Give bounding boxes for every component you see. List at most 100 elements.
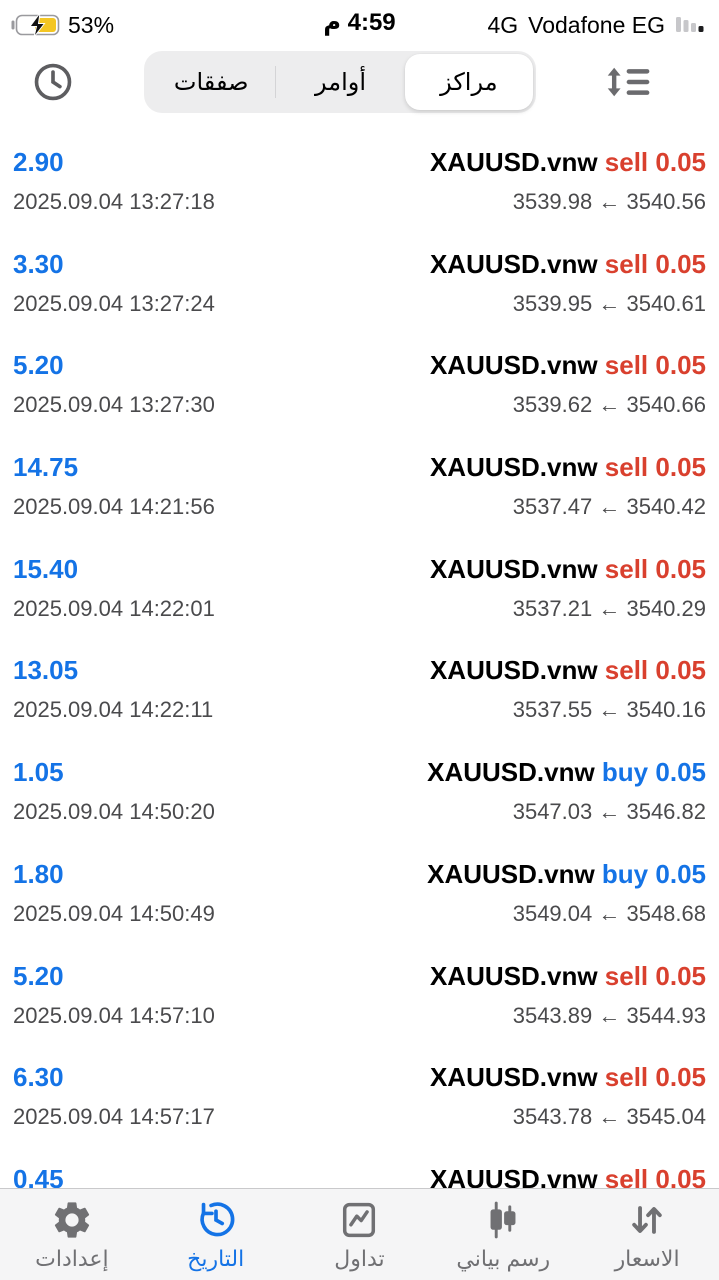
price-range: 3543.89 ← 3544.93 (512, 1002, 706, 1028)
price-range: 3537.55 ← 3540.16 (512, 697, 706, 723)
order-volume: 0.05 (655, 1062, 706, 1093)
history-row[interactable]: 3.30 2025.09.04 13:27:24 XAUUSD.vnw sell… (0, 222, 719, 324)
price-range: 3539.95 ← 3540.61 (512, 290, 706, 316)
clock-icon (30, 59, 76, 105)
close-datetime: 2025.09.04 14:22:11 (13, 697, 214, 723)
symbol-name: XAUUSD.vnw (427, 858, 595, 889)
profit-value: 2.90 (13, 147, 64, 177)
order-volume: 0.05 (655, 452, 706, 483)
price-range: 3549.04 ← 3548.68 (512, 900, 706, 926)
order-volume: 0.05 (655, 553, 706, 584)
order-type: sell (604, 452, 649, 483)
close-datetime: 2025.09.04 14:57:10 (13, 1002, 215, 1028)
symbol-line: XAUUSD.vnw sell 0.05 (430, 447, 706, 487)
order-volume: 0.05 (655, 248, 706, 279)
time-filter-button[interactable] (30, 59, 76, 105)
row-right-column: XAUUSD.vnw buy 0.05 3549.04 ← 3548.68 (427, 854, 706, 934)
nav-settings[interactable]: إعدادات (0, 1189, 144, 1280)
symbol-line: XAUUSD.vnw sell 0.05 (430, 956, 706, 996)
row-left-column: 6.30 2025.09.04 14:57:17 (13, 1057, 215, 1137)
price-range: 3543.78 ← 3545.04 (512, 1104, 706, 1130)
profit-value: 6.30 (13, 1062, 64, 1093)
history-list: 2.90 2025.09.04 13:27:18 XAUUSD.vnw sell… (0, 120, 719, 1239)
row-left-column: 13.05 2025.09.04 14:22:11 (13, 650, 213, 730)
close-datetime: 2025.09.04 14:57:17 (13, 1104, 215, 1130)
symbol-name: XAUUSD.vnw (429, 350, 598, 381)
carrier-group: 4G Vodafone EG (487, 12, 707, 39)
profit-value: 5.20 (13, 350, 64, 381)
history-row[interactable]: 5.20 2025.09.04 13:27:30 XAUUSD.vnw sell… (0, 323, 719, 425)
history-row[interactable]: 13.05 2025.09.04 14:22:11 XAUUSD.vnw sel… (0, 628, 719, 730)
history-row[interactable]: 15.40 2025.09.04 14:22:01 XAUUSD.vnw sel… (0, 527, 719, 629)
row-right-column: XAUUSD.vnw sell 0.05 3539.95 ← 3540.61 (430, 244, 706, 324)
history-row[interactable]: 1.05 2025.09.04 14:50:20 XAUUSD.vnw buy … (0, 730, 719, 832)
row-right-column: XAUUSD.vnw sell 0.05 3539.98 ← 3540.56 (430, 142, 706, 222)
battery-group: 53% (10, 12, 114, 39)
profit-value: 5.20 (13, 960, 64, 991)
profit-value: 15.40 (13, 553, 79, 584)
symbol-name: XAUUSD.vnw (429, 248, 598, 279)
history-row[interactable]: 5.20 2025.09.04 14:57:10 XAUUSD.vnw sell… (0, 934, 719, 1036)
nav-trade-label: تداول (334, 1246, 385, 1271)
tab-orders[interactable]: أوامر (276, 54, 404, 110)
history-row[interactable]: 1.80 2025.09.04 14:50:49 XAUUSD.vnw buy … (0, 832, 719, 934)
close-datetime: 2025.09.04 13:27:24 (13, 290, 215, 316)
order-volume: 0.05 (655, 960, 706, 991)
nav-chart-label: رسم بياني (456, 1246, 551, 1271)
bottom-tab-bar: إعدادات التاريخ تداول (0, 1188, 719, 1280)
close-datetime: 2025.09.04 14:50:20 (13, 799, 215, 825)
nav-trade[interactable]: تداول (288, 1189, 432, 1280)
history-row[interactable]: 6.30 2025.09.04 14:57:17 XAUUSD.vnw sell… (0, 1035, 719, 1137)
trade-icon (337, 1198, 381, 1242)
symbol-name: XAUUSD.vnw (429, 655, 598, 686)
row-right-column: XAUUSD.vnw sell 0.05 3537.55 ← 3540.16 (430, 650, 706, 730)
sort-icon (602, 60, 652, 104)
order-type: buy (601, 757, 649, 788)
symbol-line: XAUUSD.vnw sell 0.05 (430, 1057, 706, 1097)
row-left-column: 3.30 2025.09.04 13:27:24 (13, 244, 215, 324)
row-right-column: XAUUSD.vnw sell 0.05 3537.47 ← 3540.42 (430, 447, 706, 527)
segment-divider (275, 66, 277, 98)
history-icon (194, 1198, 238, 1242)
sort-button[interactable] (602, 60, 652, 104)
tab-positions[interactable]: مراكز (404, 54, 533, 110)
header: مراكز أوامر صفقات (0, 44, 719, 120)
row-right-column: XAUUSD.vnw sell 0.05 3543.89 ← 3544.93 (430, 956, 706, 1036)
row-right-column: XAUUSD.vnw buy 0.05 3547.03 ← 3546.82 (427, 752, 706, 832)
nav-history[interactable]: التاريخ (144, 1189, 288, 1280)
tab-deals[interactable]: صفقات (147, 54, 275, 110)
price-range: 3539.62 ← 3540.66 (512, 392, 706, 418)
price-range: 3539.98 ← 3540.56 (512, 189, 706, 214)
close-datetime: 2025.09.04 14:50:49 (13, 900, 215, 926)
quotes-icon (625, 1198, 669, 1242)
candlestick-icon (481, 1198, 525, 1242)
history-row[interactable]: 14.75 2025.09.04 14:21:56 XAUUSD.vnw sel… (0, 425, 719, 527)
symbol-name: XAUUSD.vnw (429, 147, 598, 177)
row-left-column: 14.75 2025.09.04 14:21:56 (13, 447, 215, 527)
close-datetime: 2025.09.04 13:27:18 (13, 189, 215, 214)
order-volume: 0.05 (655, 858, 706, 889)
price-range: 3537.47 ← 3540.42 (512, 494, 706, 520)
nav-quotes[interactable]: الاسعار (575, 1189, 719, 1280)
nav-settings-label: إعدادات (35, 1246, 109, 1271)
order-volume: 0.05 (655, 757, 706, 788)
symbol-line: XAUUSD.vnw buy 0.05 (427, 752, 706, 792)
symbol-line: XAUUSD.vnw sell 0.05 (430, 142, 706, 182)
symbol-line: XAUUSD.vnw sell 0.05 (430, 549, 706, 589)
profit-value: 3.30 (13, 248, 64, 279)
order-volume: 0.05 (655, 350, 706, 381)
symbol-name: XAUUSD.vnw (427, 757, 595, 788)
carrier-name: Vodafone EG (528, 11, 665, 38)
network-type: 4G (487, 11, 519, 38)
profit-value: 14.75 (13, 452, 79, 483)
tab-deals-label: صفقات (173, 68, 249, 96)
history-row[interactable]: 2.90 2025.09.04 13:27:18 XAUUSD.vnw sell… (0, 120, 719, 222)
nav-chart[interactable]: رسم بياني (431, 1189, 575, 1280)
profit-value: 13.05 (13, 655, 79, 686)
history-tabs: مراكز أوامر صفقات (144, 51, 536, 113)
price-range: 3537.21 ← 3540.29 (512, 595, 706, 621)
battery-percent: 53% (68, 11, 115, 38)
price-range: 3547.03 ← 3546.82 (512, 799, 706, 825)
order-type: buy (601, 858, 649, 889)
symbol-line: XAUUSD.vnw buy 0.05 (427, 854, 706, 894)
